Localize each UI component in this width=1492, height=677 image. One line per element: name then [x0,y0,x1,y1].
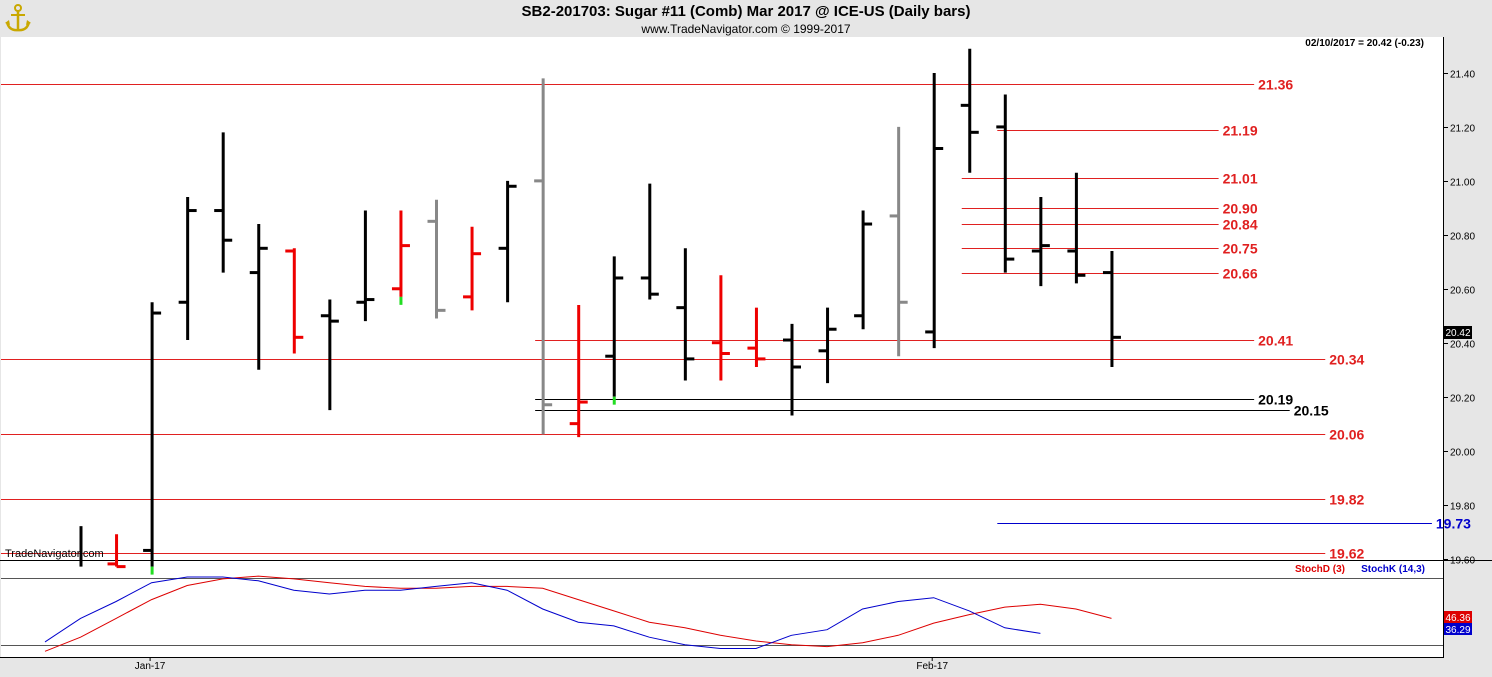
price-bar [498,180,517,303]
price-bar [640,183,659,300]
watermark: TradeNavigator.com [5,548,104,560]
price-bar [391,210,410,297]
price-bar [996,94,1015,273]
price-bar [605,256,624,397]
price-bar [1067,172,1086,284]
price-bar [960,48,979,173]
date-tick-label: Feb-17 [916,661,948,672]
level-label-20.06: 20.06 [1329,427,1364,443]
price-bar [747,307,766,367]
price-bar [925,72,944,349]
stoch-k-legend: StochK (14,3) [1361,564,1425,575]
price-bar [676,248,695,381]
price-tick-label: 20.20 [1450,394,1475,405]
price-tick-label: 21.20 [1450,124,1475,135]
price-bar [463,226,482,311]
price-bar [320,299,339,411]
price-bar [1102,251,1121,367]
level-label-21.19: 21.19 [1223,123,1258,139]
price-bar [783,323,801,416]
level-label-20.34: 20.34 [1329,352,1364,368]
price-bar [818,307,837,384]
stoch-d-value-bg [1444,611,1472,623]
level-label-20.66: 20.66 [1223,266,1258,282]
stoch-d-value: 46.36 [1445,613,1470,624]
price-bar [534,78,553,435]
level-label-20.41: 20.41 [1258,333,1293,349]
price-tick-label: 19.80 [1450,502,1475,513]
date-axis: Jan-17 Feb-17 [135,657,948,672]
price-bar [285,248,304,354]
level-label-21.01: 21.01 [1223,171,1258,187]
price-axis: 19.60 19.80 20.00 20.20 20.40 20.60 20.80 21.00… [1443,70,1475,567]
price-bar [889,126,908,357]
stochastic-lines [44,575,1112,652]
anchor-logo-icon [5,4,31,32]
level-label-20.15: 20.15 [1294,403,1329,419]
price-tick-label: 20.80 [1450,232,1475,243]
price-bar [107,534,126,569]
price-bar [711,275,730,381]
price-bar [356,210,375,322]
price-tick-label: 21.40 [1450,70,1475,81]
price-bar [427,199,446,319]
price-tick-label: 20.60 [1450,286,1475,297]
level-label-21.36: 21.36 [1258,77,1293,93]
price-tick-label: 20.40 [1450,340,1475,351]
ohlc-bars [79,48,1121,575]
price-tick-label: 20.00 [1450,448,1475,459]
price-bar [854,210,873,330]
level-label-19.82: 19.82 [1329,492,1364,508]
level-label-20.84: 20.84 [1223,217,1258,233]
last-readout: 02/10/2017 = 20.42 (-0.23) [1305,38,1424,49]
stoch-k-value-bg [1444,623,1472,635]
price-bar [1031,197,1050,287]
chart-title: SB2-201703: Sugar #11 (Comb) Mar 2017 @ … [521,3,971,20]
copyright-text: www.TradeNavigator.com © 1999-2017 [641,22,851,36]
stoch-d-legend: StochD (3) [1295,564,1345,575]
price-tick-label: 21.00 [1450,178,1475,189]
chart-header: SB2-201703: Sugar #11 (Comb) Mar 2017 @ … [0,0,1492,37]
price-bar [214,132,233,273]
price-tick-label: 19.60 [1450,556,1475,567]
price-bar [143,302,162,567]
price-bar [249,224,268,370]
level-label-20.90: 20.90 [1223,201,1258,217]
level-label-20.75: 20.75 [1223,241,1258,257]
stochastic-panel [1,561,1444,657]
level-label-20.19: 20.19 [1258,392,1293,408]
last-price-tag-bg [1444,326,1472,339]
price-bar [178,197,197,341]
stoch-k-line [44,576,1041,649]
date-tick-label: Jan-17 [135,661,166,672]
price-bar [569,304,588,438]
stoch-d-line [44,575,1112,652]
level-label-19.73: 19.73 [1436,516,1471,532]
stoch-k-value: 36.29 [1445,625,1470,636]
level-label-19.62: 19.62 [1329,546,1364,562]
price-panel [1,37,1444,560]
last-price-tag: 20.42 [1445,328,1470,339]
